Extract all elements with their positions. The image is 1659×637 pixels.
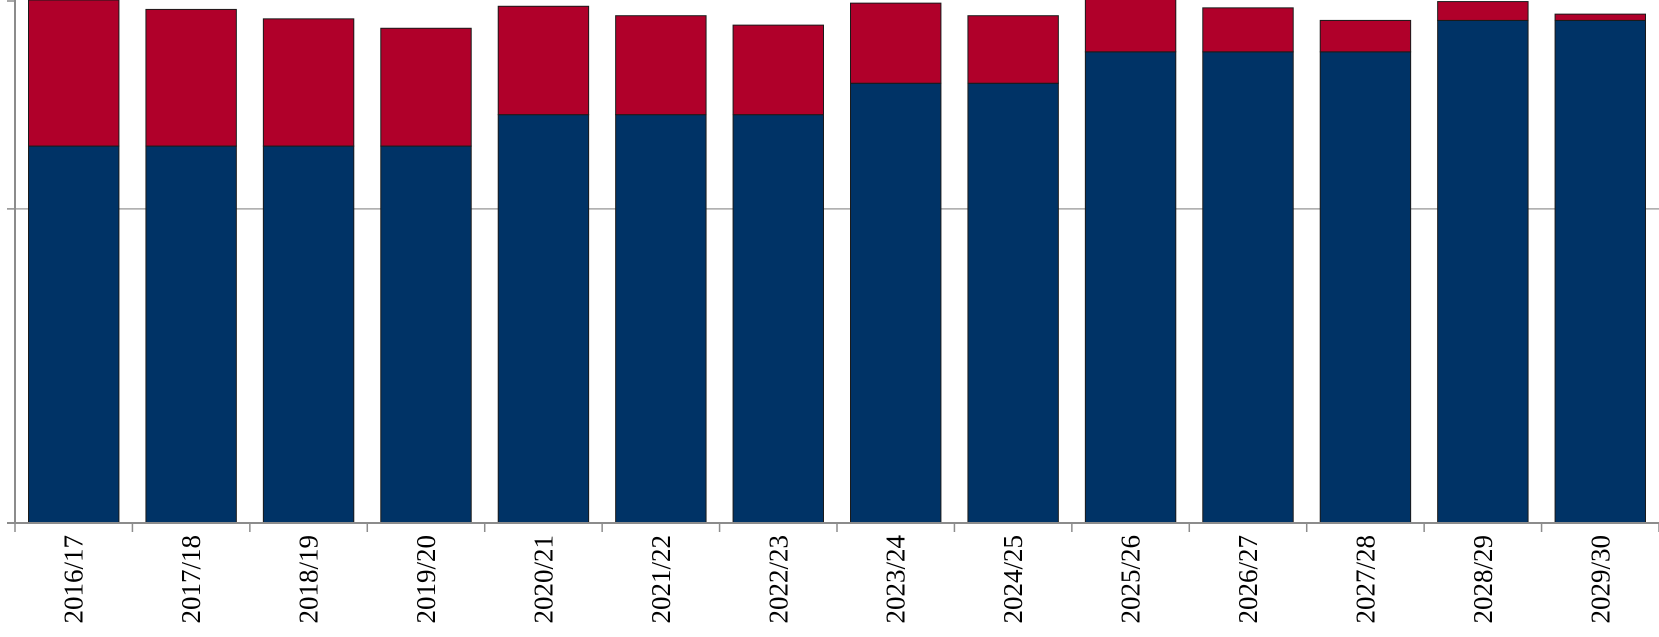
x-tick-label: 2020/21 [528, 535, 558, 624]
x-tick-label: 2023/24 [881, 535, 911, 624]
bar-segment-series-2 [1437, 1, 1529, 21]
bar-segment-series-2 [262, 18, 355, 147]
bar-segment-series-2 [615, 15, 707, 116]
x-tick-label: 2021/22 [646, 535, 676, 624]
axes [7, 0, 1659, 524]
bar-segment-series-2 [497, 5, 590, 116]
bar-segment-series-2 [1554, 13, 1646, 21]
bar-segment-series-1 [380, 145, 472, 524]
bar-segment-series-2 [1084, 0, 1177, 53]
bar-segment-series-2 [732, 24, 824, 116]
bar-segment-series-1 [262, 145, 355, 524]
x-tick-label: 2022/23 [763, 535, 793, 624]
bar-segment-series-2 [967, 15, 1059, 84]
bar-segment-series-2 [1202, 7, 1294, 53]
bar-segment-series-1 [967, 82, 1059, 524]
bar-segment-series-2 [145, 8, 237, 147]
x-tick-label: 2027/28 [1350, 535, 1380, 624]
bar-segment-series-1 [145, 145, 237, 524]
bar-segment-series-2 [380, 27, 472, 147]
x-tick-label: 2019/20 [411, 535, 441, 624]
x-axis-tick-labels: 2016/17 2017/18 2018/19 2019/20 2020/21 2021/… [59, 535, 1616, 624]
x-tick-label: 2024/25 [998, 535, 1028, 624]
bars [28, 0, 1646, 524]
bar-segment-series-1 [732, 114, 824, 524]
x-tick-label: 2017/18 [176, 535, 206, 624]
bar-segment-series-1 [1554, 19, 1646, 524]
x-tick-label: 2029/30 [1585, 535, 1615, 624]
bar-segment-series-2 [1319, 19, 1412, 53]
bar-segment-series-1 [497, 114, 590, 524]
bar-segment-series-1 [615, 114, 707, 524]
x-tick-label: 2018/19 [294, 535, 324, 624]
bar-segment-series-1 [1084, 51, 1177, 524]
x-tick-label: 2026/27 [1233, 535, 1263, 624]
x-tick-label: 2028/29 [1468, 535, 1498, 624]
bar-segment-series-1 [850, 82, 942, 524]
bar-segment-series-1 [28, 145, 120, 524]
bar-segment-series-1 [1437, 19, 1529, 524]
bar-segment-series-2 [850, 2, 942, 84]
x-tick-label: 2016/17 [59, 535, 89, 624]
bar-segment-series-1 [1202, 51, 1294, 524]
x-tick-label: 2025/26 [1116, 535, 1146, 624]
bar-segment-series-1 [1319, 51, 1412, 524]
x-axis-ticks [7, 0, 1659, 532]
bar-segment-series-2 [28, 0, 120, 147]
